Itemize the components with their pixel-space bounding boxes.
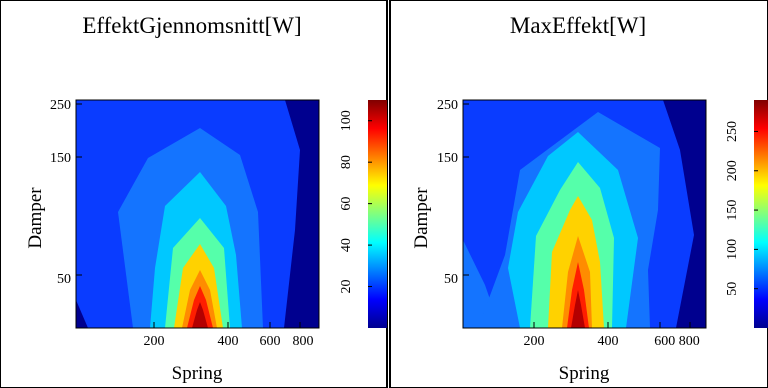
left-y-axis-label: Damper	[25, 187, 46, 249]
left-ytick-label: 250	[50, 98, 71, 113]
right-x-ticks: 200 400 600 800	[524, 322, 700, 349]
right-ytick-label: 50	[444, 272, 458, 287]
left-xtick-label: 200	[144, 334, 165, 349]
right-ytick-label: 250	[437, 98, 458, 113]
colorbar-tick-label: 20	[339, 280, 354, 294]
colorbar-tick-label: 80	[339, 155, 354, 169]
right-ytick-label: 150	[437, 151, 458, 166]
right-x-axis-label: Spring	[559, 363, 610, 384]
right-title: MaxEffekt[W]	[510, 13, 646, 38]
colorbar-tick-label: 100	[725, 239, 740, 260]
right-panel: MaxEffekt[W] 50 150 250	[389, 0, 768, 388]
left-ytick-label: 50	[57, 272, 71, 287]
colorbar-tick-label: 150	[725, 200, 740, 221]
left-ytick-label: 150	[50, 151, 71, 166]
left-band-dark-right	[284, 100, 319, 328]
left-xtick-label: 600	[260, 334, 281, 349]
left-x-axis-label: Spring	[172, 363, 223, 384]
left-band-dark-corner	[76, 300, 88, 328]
right-xtick-label: 600 800	[654, 334, 700, 349]
left-contour-plot	[76, 100, 319, 328]
right-xtick-label: 400	[598, 334, 619, 349]
left-x-ticks: 200 400 600 800	[144, 322, 314, 349]
left-panel: EffektGjennomsnitt[W] 50 150 250	[0, 0, 388, 388]
right-colorbar: 50 100 150 200 250	[725, 100, 768, 328]
right-band-7	[571, 290, 585, 328]
left-colorbar-gradient	[368, 100, 387, 328]
right-xtick-label: 200	[524, 334, 545, 349]
colorbar-tick-label: 250	[725, 121, 740, 142]
right-axes-frame	[462, 99, 707, 329]
left-y-ticks: 50 150 250	[50, 98, 82, 287]
right-band-dark-right	[663, 100, 706, 328]
left-xtick-label: 400	[218, 334, 239, 349]
left-title: EffektGjennomsnitt[W]	[82, 13, 301, 38]
colorbar-tick-label: 100	[339, 110, 354, 131]
colorbar-tick-label: 200	[725, 160, 740, 181]
colorbar-tick-label: 50	[725, 282, 740, 296]
right-contour-plot	[463, 100, 706, 328]
right-y-axis-label: Damper	[411, 187, 432, 249]
left-band-7	[192, 302, 208, 328]
left-xtick-label: 800	[293, 334, 314, 349]
right-y-ticks: 50 150 250	[437, 98, 469, 287]
left-colorbar: 20 40 60 80 100	[339, 100, 387, 328]
colorbar-tick-label: 60	[339, 197, 354, 211]
right-panel-frame	[389, 0, 768, 388]
left-axes-frame	[75, 99, 320, 329]
left-colorbar-ticks: 20 40 60 80 100	[339, 110, 372, 294]
colorbar-tick-label: 40	[339, 238, 354, 252]
right-colorbar-gradient	[754, 100, 768, 328]
right-colorbar-ticks: 50 100 150 200 250	[725, 121, 758, 296]
